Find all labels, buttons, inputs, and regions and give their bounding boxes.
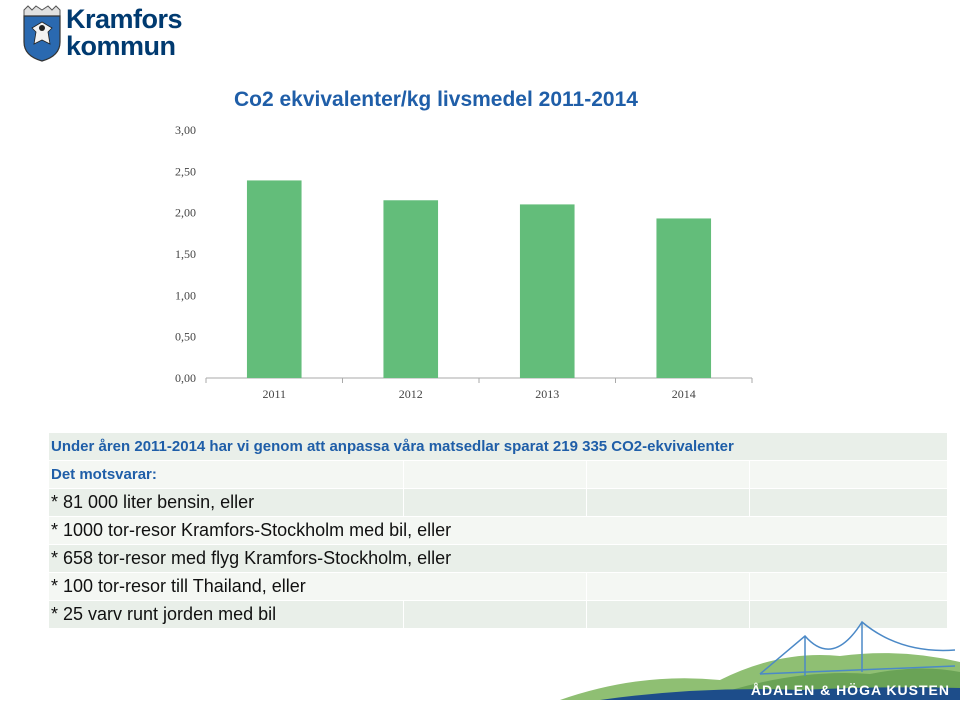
info-empty-cell [403,488,587,517]
info-empty-cell [586,600,750,629]
x-tick-label: 2012 [399,387,423,401]
y-tick-label: 3,00 [175,123,196,137]
info-empty-cell [586,572,750,601]
y-tick-label: 1,50 [175,247,196,261]
info-empty-cell [403,460,587,489]
chart-title: Co2 ekvivalenter/kg livsmedel 2011-2014 [234,88,638,111]
logo-line-1: Kramfors [66,4,183,34]
info-row: * 25 varv runt jorden med bil [48,600,948,629]
info-table: Under åren 2011-2014 har vi genom att an… [48,432,948,629]
info-row: * 1000 tor-resor Kramfors-Stockholm med … [48,516,948,545]
bar-2011 [246,180,302,378]
y-tick-label: 0,50 [175,330,196,344]
y-tick-label: 1,00 [175,288,196,302]
bar-2012 [383,200,439,378]
coat-of-arms-icon [23,5,61,62]
info-item: * 1000 tor-resor Kramfors-Stockholm med … [48,516,948,545]
bar-2014 [656,218,712,378]
info-row: * 658 tor-resor med flyg Kramfors-Stockh… [48,544,948,573]
info-headline: Under åren 2011-2014 har vi genom att an… [48,432,948,461]
info-row: * 81 000 liter bensin, eller [48,488,948,517]
info-empty-cell [749,488,948,517]
info-item: * 658 tor-resor med flyg Kramfors-Stockh… [48,544,948,573]
x-tick-label: 2013 [535,387,559,401]
logo-line-2: kommun [66,31,176,61]
x-tick-label: 2011 [262,387,286,401]
footer-text: ÅDALEN & HÖGA KUSTEN [750,682,950,698]
info-empty-cell [403,600,587,629]
y-tick-label: 2,00 [175,206,196,220]
info-item: * 81 000 liter bensin, eller [48,488,404,517]
kramfors-logo: Kramfors kommun [22,4,202,66]
info-empty-cell [749,460,948,489]
y-tick-label: 0,00 [175,371,196,385]
info-empty-cell [586,488,750,517]
bridge-icon [759,620,956,676]
footer-landscape: ÅDALEN & HÖGA KUSTEN [0,610,960,700]
info-item: * 25 varv runt jorden med bil [48,600,404,629]
info-row: Det motsvarar: [48,460,948,489]
info-row: * 100 tor-resor till Thailand, eller [48,572,948,601]
info-empty-cell [749,572,948,601]
bar-2013 [519,204,575,378]
x-tick-label: 2014 [672,387,696,401]
info-empty-cell [586,460,750,489]
bar-chart: 0,00 0,50 1,00 1,50 2,00 2,50 3,00 2011 2012 2013… [175,123,753,401]
info-empty-cell [749,600,948,629]
info-row: Under åren 2011-2014 har vi genom att an… [48,432,948,461]
info-item: * 100 tor-resor till Thailand, eller [48,572,587,601]
info-subhead: Det motsvarar: [48,460,404,489]
landscape-illustration [560,620,960,700]
y-tick-label: 2,50 [175,164,196,178]
